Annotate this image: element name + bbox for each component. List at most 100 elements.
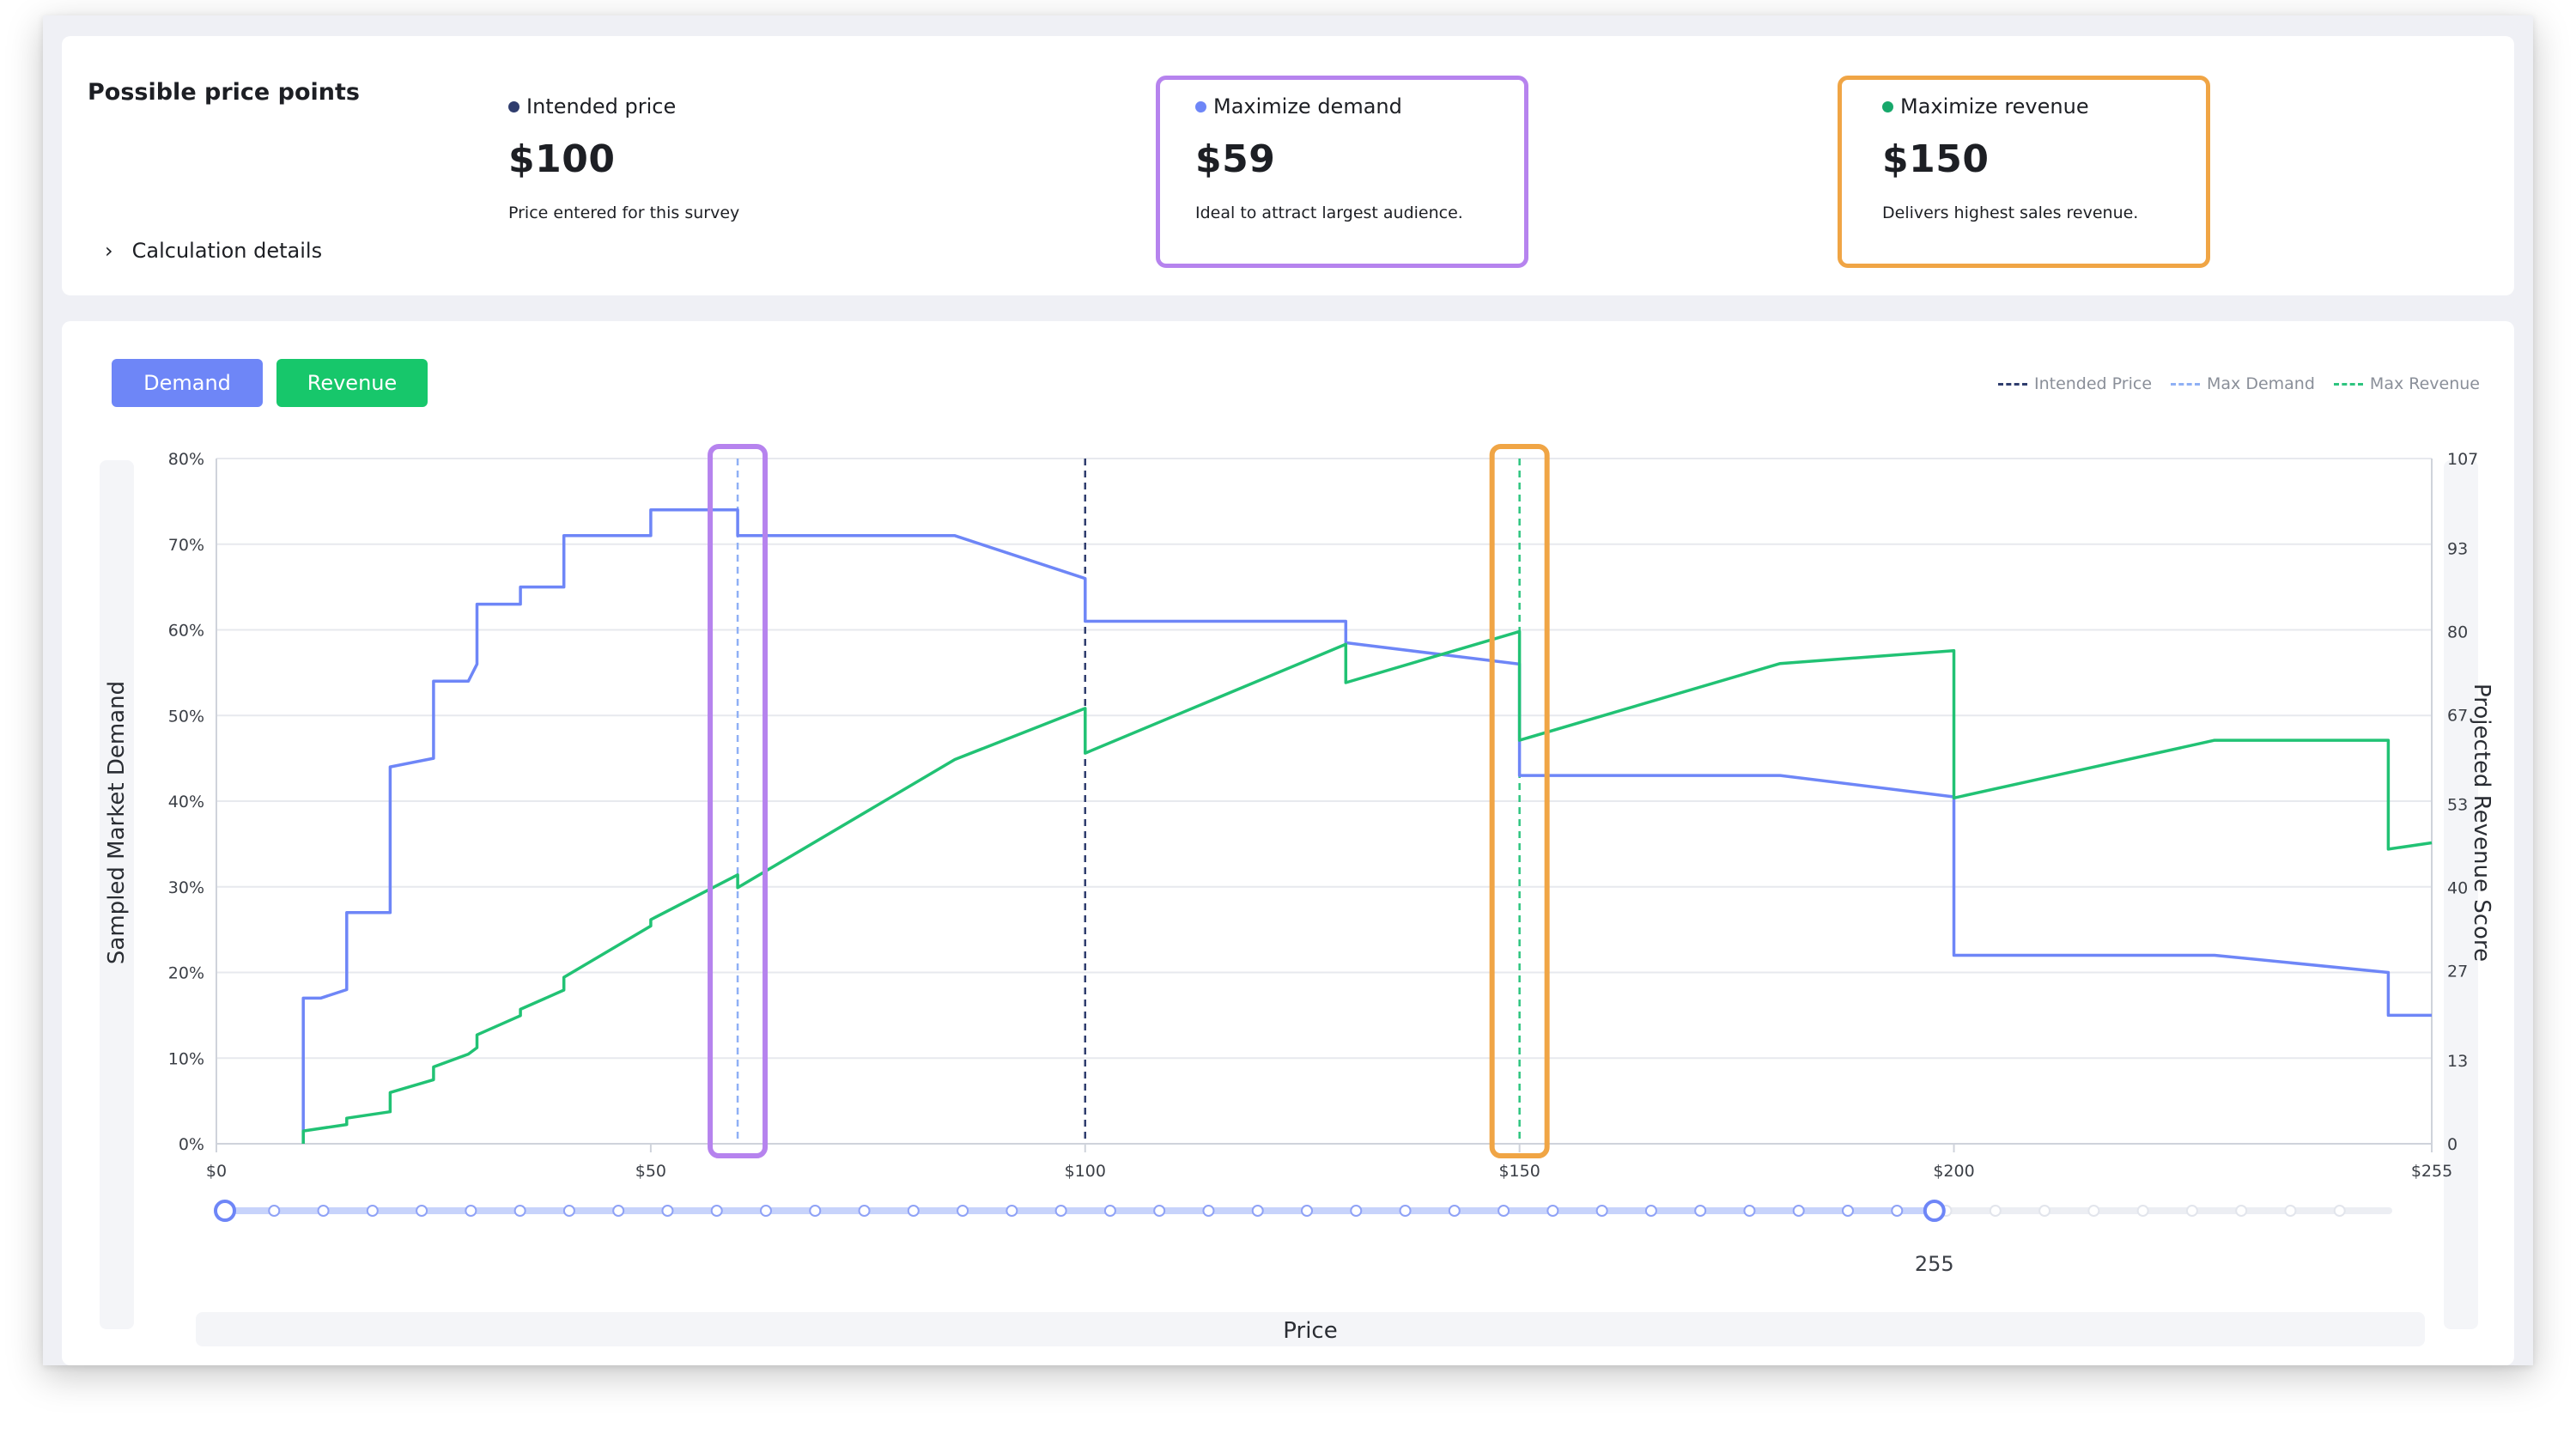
max-revenue-chart-highlight xyxy=(1489,444,1550,1158)
slider-value-label: 255 xyxy=(1915,1252,1954,1276)
slider-step-dot xyxy=(2038,1205,2051,1217)
slider-step-dot xyxy=(1202,1205,1215,1217)
legend-max-revenue: Max Revenue xyxy=(2333,374,2480,393)
max-demand-card: Maximize demand $59 Ideal to attract lar… xyxy=(1195,94,1463,222)
slider-step-dot xyxy=(1301,1205,1313,1217)
chart-panel: Demand Revenue Intended Price Max Demand… xyxy=(62,321,2514,1365)
slider-step-dot xyxy=(809,1205,822,1217)
max-demand-highlight xyxy=(1156,76,1528,268)
legend-swatch xyxy=(2333,382,2363,386)
legend-swatch xyxy=(2171,382,2201,386)
legend-swatch xyxy=(1997,382,2027,386)
y-right-tick-label: 53 xyxy=(2447,796,2468,815)
x-axis-label-strip xyxy=(196,1312,2425,1346)
max-demand-desc: Ideal to attract largest audience. xyxy=(1195,204,1463,222)
y-left-tick-label: 70% xyxy=(168,536,204,555)
intended-price-dot xyxy=(508,100,519,112)
y-right-tick-label: 80 xyxy=(2447,623,2468,641)
y-left-axis-title: Sampled Market Demand xyxy=(104,681,130,964)
intended-price-desc: Price entered for this survey xyxy=(508,204,740,222)
slider-step-dot xyxy=(2284,1205,2297,1217)
slider-step-dot xyxy=(1891,1205,1904,1217)
x-tick-label: $50 xyxy=(635,1162,666,1181)
legend-label: Intended Price xyxy=(2033,374,2153,393)
x-tick-label: $255 xyxy=(2411,1162,2452,1181)
left-axis-label-strip xyxy=(100,460,134,1329)
y-left-tick-label: 10% xyxy=(168,1049,204,1068)
slider-handle-end[interactable] xyxy=(1923,1200,1946,1222)
demand-button[interactable]: Demand xyxy=(112,359,263,407)
slider-step-dot xyxy=(1644,1205,1657,1217)
slider-step-dot xyxy=(1498,1205,1510,1217)
slider-step-dot xyxy=(612,1205,625,1217)
max-demand-dot xyxy=(1195,100,1206,112)
slider-step-dot xyxy=(2235,1205,2248,1217)
max-demand-value: $59 xyxy=(1195,137,1276,181)
max-revenue-highlight xyxy=(1838,76,2210,268)
y-right-axis-title: Projected Revenue Score xyxy=(2469,684,2494,962)
chevron-right-icon: › xyxy=(105,239,113,263)
panel-title: Possible price points xyxy=(88,79,360,106)
max-revenue-desc: Delivers highest sales revenue. xyxy=(1882,204,2139,222)
calculation-details-toggle[interactable]: › Calculation details xyxy=(105,239,322,263)
y-left-tick-label: 60% xyxy=(168,622,204,641)
max-revenue-value: $150 xyxy=(1882,137,1990,181)
y-left-tick-label: 0% xyxy=(179,1135,204,1154)
slider-step-dot xyxy=(513,1205,526,1217)
slider-step-dot xyxy=(1399,1205,1412,1217)
y-right-tick-label: 67 xyxy=(2447,706,2468,725)
slider-step-dot xyxy=(1743,1205,1756,1217)
max-revenue-dot xyxy=(1882,100,1893,112)
legend-label: Max Revenue xyxy=(2369,374,2480,393)
slider-step-dot xyxy=(858,1205,871,1217)
slider-step-dot xyxy=(1989,1205,2002,1217)
y-right-tick-label: 93 xyxy=(2447,539,2468,558)
slider-step-dot xyxy=(1350,1205,1363,1217)
slider-step-dot xyxy=(268,1205,281,1217)
max-revenue-label: Maximize revenue xyxy=(1900,94,2089,118)
slider-step-dot xyxy=(416,1205,428,1217)
x-axis-title: Price xyxy=(1283,1318,1337,1344)
legend-label: Max Demand xyxy=(2207,374,2315,393)
y-right-tick-label: 27 xyxy=(2447,963,2468,981)
slider-handle-start[interactable] xyxy=(214,1200,236,1222)
slider-step-dot xyxy=(562,1205,575,1217)
slider-step-dot xyxy=(366,1205,379,1217)
slider-step-dot xyxy=(1842,1205,1854,1217)
slider-step-dot xyxy=(2136,1205,2149,1217)
slider-step-dot xyxy=(2185,1205,2198,1217)
y-left-tick-label: 50% xyxy=(168,707,204,726)
x-tick-label: $150 xyxy=(1498,1162,1540,1181)
y-left-tick-label: 30% xyxy=(168,878,204,897)
right-axis-label-strip xyxy=(2444,460,2478,1329)
slider-step-dot xyxy=(710,1205,723,1217)
revenue-button[interactable]: Revenue xyxy=(276,359,428,407)
y-right-tick-label: 40 xyxy=(2447,879,2468,898)
slider-step-dot xyxy=(2333,1205,2346,1217)
max-demand-label: Maximize demand xyxy=(1213,94,1402,118)
intended-price-card: Intended price $100 Price entered for th… xyxy=(508,94,739,222)
slider-step-dot xyxy=(661,1205,674,1217)
revenue-series-line xyxy=(301,629,2433,1144)
slider-step-dot xyxy=(1448,1205,1461,1217)
price-points-panel: Possible price points › Calculation deta… xyxy=(62,36,2514,295)
max-revenue-card: Maximize revenue $150 Delivers highest s… xyxy=(1882,94,2138,222)
y-right-tick-label: 13 xyxy=(2447,1052,2468,1071)
y-left-tick-label: 20% xyxy=(168,964,204,983)
price-chart: 0% 10% 20% 30% 40% 50% 60% 70% 80% 0 13 27 40 53 67 80 9… xyxy=(104,444,2494,1344)
slider-step-dot xyxy=(1054,1205,1067,1217)
legend-intended-price: Intended Price xyxy=(1997,374,2153,393)
legend-max-demand: Max Demand xyxy=(2171,374,2315,393)
slider-step-dot xyxy=(760,1205,772,1217)
y-right-tick-label: 0 xyxy=(2447,1135,2458,1154)
intended-price-label: Intended price xyxy=(526,94,677,118)
y-left-tick-label: 80% xyxy=(168,450,204,469)
slider-step-dot xyxy=(1694,1205,1707,1217)
slider-step-dot xyxy=(465,1205,477,1217)
demand-series-line xyxy=(301,508,2432,1144)
chart-legend: Intended Price Max Demand Max Revenue xyxy=(1997,374,2480,393)
calculation-details-label: Calculation details xyxy=(131,239,323,263)
x-tick-label: $200 xyxy=(1933,1162,1974,1181)
slider-step-dot xyxy=(1251,1205,1264,1217)
x-tick-label: $0 xyxy=(206,1162,227,1181)
